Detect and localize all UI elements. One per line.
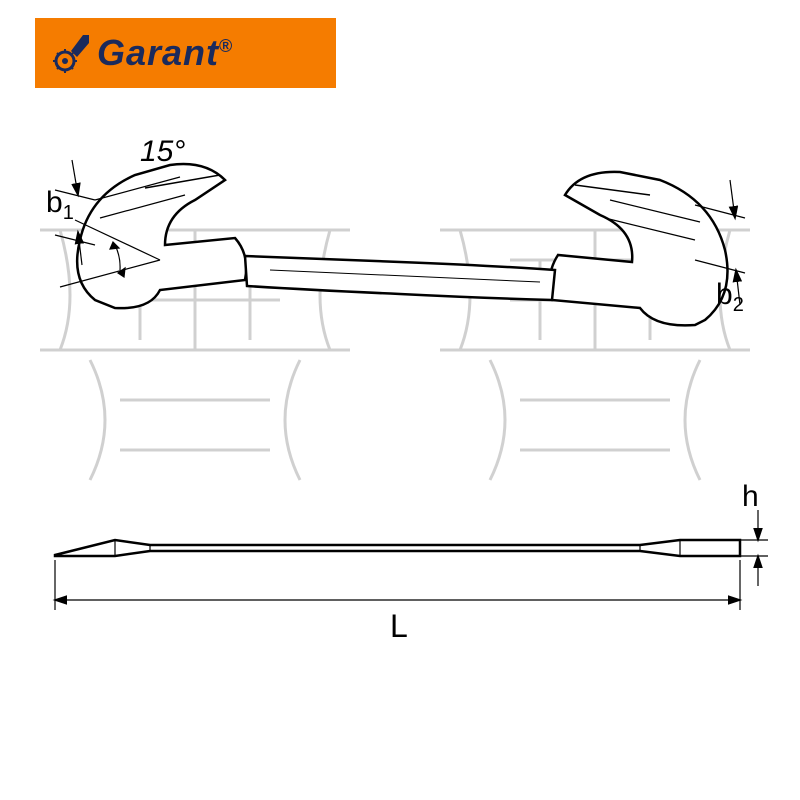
- b2-label: b2: [716, 278, 744, 317]
- h-label: h: [742, 480, 759, 514]
- angle-label: 15°: [140, 135, 185, 169]
- wrench-side-view: [55, 540, 740, 556]
- b1-label: b1: [46, 186, 74, 225]
- length-label: L: [390, 608, 408, 645]
- h-dimension: [740, 510, 768, 586]
- technical-drawing: [0, 0, 800, 800]
- length-dimension: [55, 560, 740, 610]
